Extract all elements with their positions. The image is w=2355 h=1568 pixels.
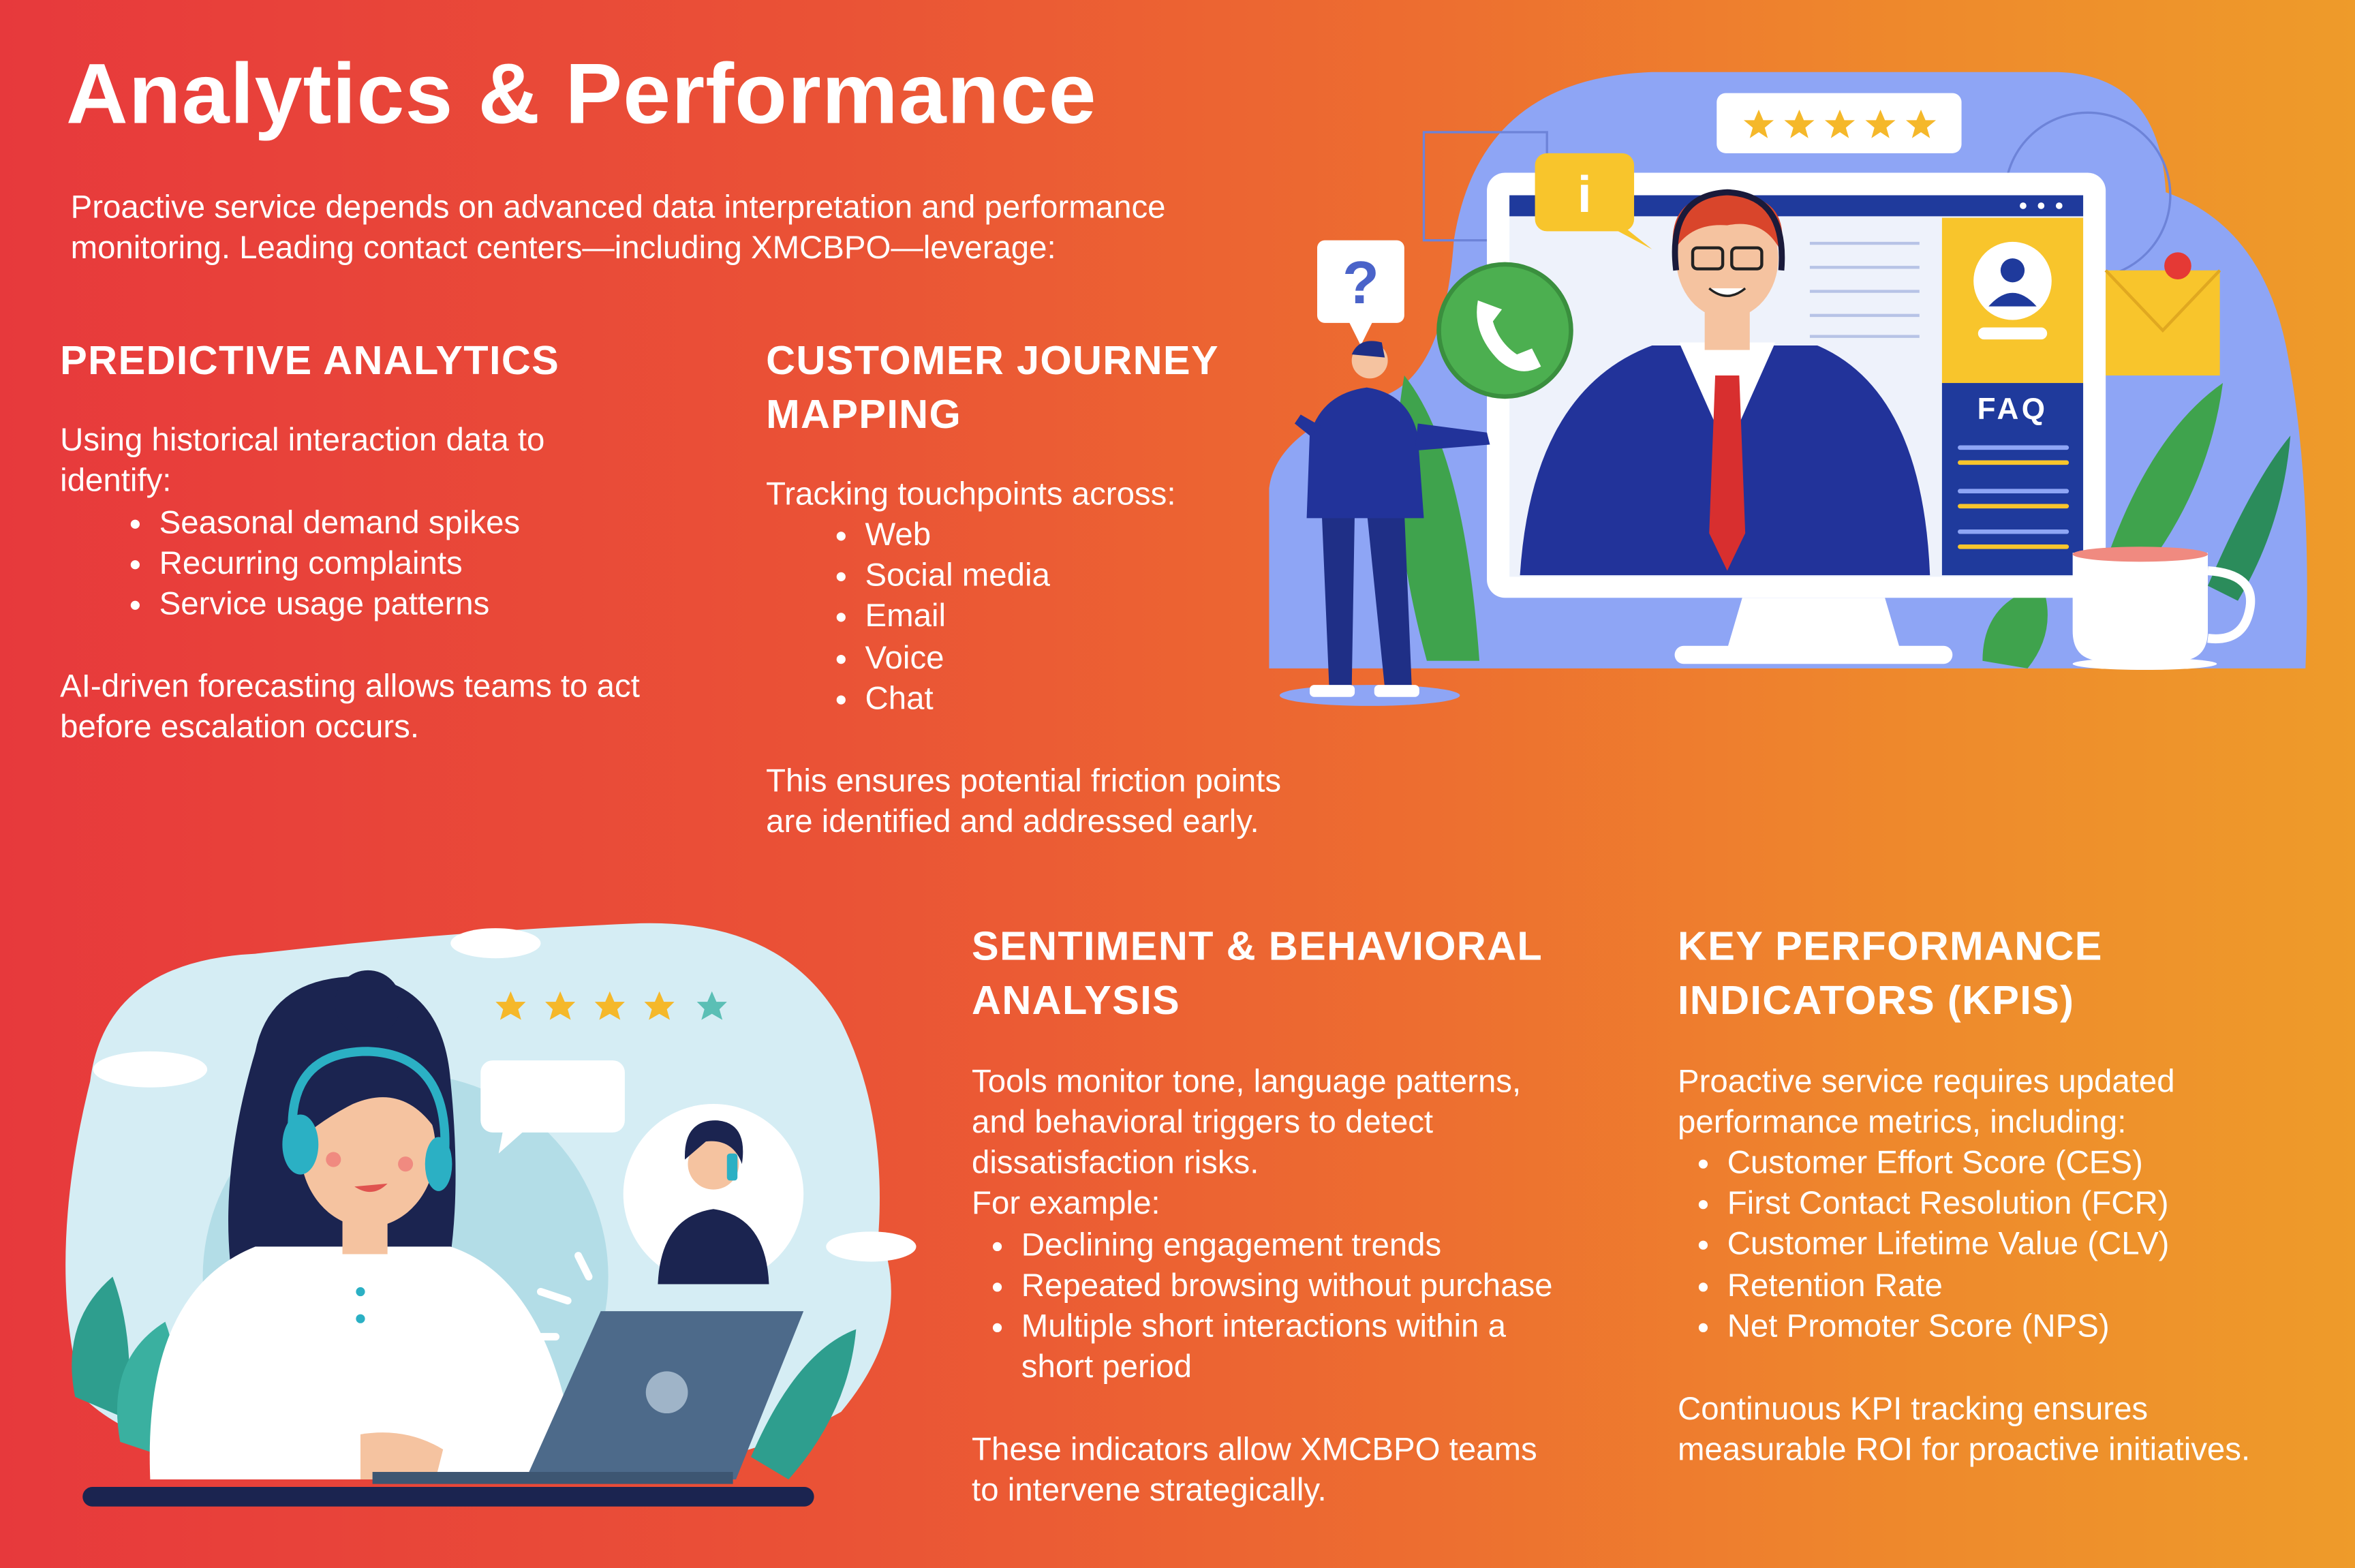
- section-heading: SENTIMENT & BEHAVIORAL: [972, 923, 1543, 969]
- phone-icon: [1436, 262, 1573, 399]
- text-line: Proactive service requires updated: [1677, 1063, 2175, 1100]
- star-icon: [1743, 109, 1937, 138]
- list-item: Chat: [836, 679, 934, 720]
- text-line: These indicators allow XMCBPO teams: [972, 1431, 1537, 1468]
- section-heading: MAPPING: [766, 392, 962, 437]
- user-profile-icon: [1973, 241, 2052, 340]
- svg-text:?: ?: [1342, 249, 1379, 316]
- list-item-continuation: short period: [1021, 1349, 1192, 1385]
- text-line: Tracking touchpoints across:: [766, 476, 1176, 512]
- text-line: This ensures potential friction points: [766, 763, 1282, 799]
- list-item: Net Promoter Score (NPS): [1698, 1307, 2110, 1348]
- text-line: Continuous KPI tracking ensures: [1677, 1390, 2149, 1427]
- intro-line: monitoring. Leading contact centers—incl…: [70, 230, 1056, 266]
- envelope-icon: [2104, 252, 2221, 376]
- list-item: Customer Lifetime Value (CLV): [1698, 1224, 2169, 1265]
- list-item: Customer Effort Score (CES): [1698, 1143, 2143, 1184]
- section-heading: INDICATORS (KPIS): [1677, 977, 2075, 1023]
- section-heading: PREDICTIVE ANALYTICS: [60, 337, 560, 384]
- question-icon: ?: [1317, 240, 1404, 345]
- list-item: Declining engagement trends: [992, 1226, 1441, 1267]
- list-item: Email: [836, 596, 946, 637]
- list-item: Multiple short interactions within a: [992, 1307, 1506, 1348]
- list-item: Repeated browsing without purchase: [992, 1266, 1553, 1307]
- text-line: For example:: [972, 1185, 1160, 1221]
- section-heading: CUSTOMER JOURNEY: [766, 337, 1219, 384]
- headset-icon: [288, 1047, 450, 1157]
- section-heading: ANALYSIS: [972, 977, 1181, 1023]
- section-heading: KEY PERFORMANCE: [1677, 923, 2103, 969]
- text-line: identify:: [60, 462, 172, 499]
- star-icon: [495, 991, 727, 1020]
- list-item: Recurring complaints: [130, 544, 463, 585]
- text-line: Using historical interaction data to: [60, 422, 545, 459]
- list-item: Service usage patterns: [130, 584, 489, 625]
- text-line: dissatisfaction risks.: [972, 1144, 1259, 1181]
- faq-label: FAQ: [1977, 393, 2048, 426]
- list-item: Voice: [836, 639, 944, 679]
- list-item: First Contact Resolution (FCR): [1698, 1184, 2169, 1225]
- intro-line: Proactive service depends on advanced da…: [70, 189, 1166, 226]
- list-item: Social media: [836, 556, 1050, 597]
- contact-center-illustration: FAQ i: [1269, 72, 2307, 706]
- support-agent-illustration: [65, 923, 917, 1507]
- text-line: before escalation occurs.: [60, 709, 420, 745]
- text-line: Tools monitor tone, language patterns,: [972, 1063, 1522, 1100]
- text-line: and behavioral triggers to detect: [972, 1104, 1434, 1140]
- page-title: Analytics & Performance: [65, 46, 1097, 143]
- list-item: Retention Rate: [1698, 1266, 1943, 1307]
- headset-icon: [1672, 189, 1785, 271]
- list-item: Web: [836, 515, 931, 556]
- svg-text:i: i: [1577, 166, 1592, 223]
- text-line: measurable ROI for proactive initiatives…: [1677, 1431, 2251, 1468]
- text-line: are identified and addressed early.: [766, 803, 1259, 840]
- text-line: to intervene strategically.: [972, 1472, 1327, 1508]
- text-line: performance metrics, including:: [1677, 1104, 2127, 1140]
- laptop-icon: [525, 1311, 804, 1480]
- text-line: AI-driven forecasting allows teams to ac…: [60, 668, 640, 705]
- list-item: Seasonal demand spikes: [130, 503, 520, 544]
